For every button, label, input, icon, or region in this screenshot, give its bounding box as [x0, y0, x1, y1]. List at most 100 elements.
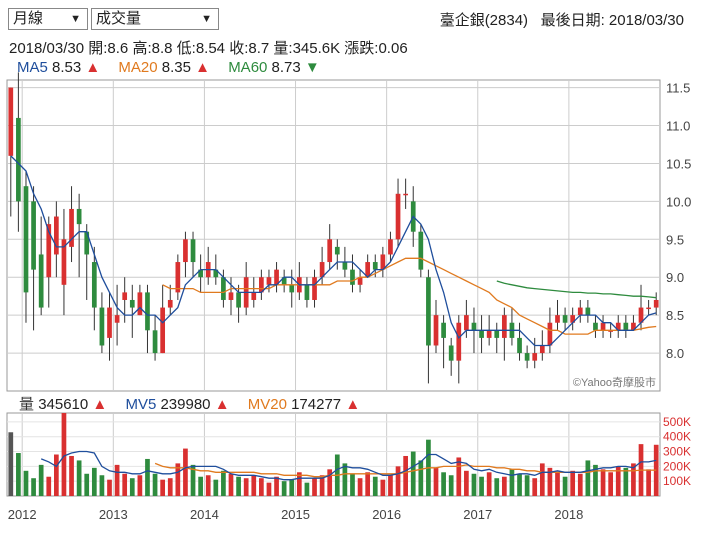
candle-body	[145, 292, 150, 331]
candle-body	[653, 299, 659, 308]
candle-body	[350, 269, 355, 285]
candle-body	[91, 262, 97, 308]
candle-body	[16, 117, 21, 202]
volume-bar	[486, 472, 492, 496]
candle	[517, 322, 522, 361]
year-tick-label: 2016	[372, 507, 401, 522]
candle	[403, 178, 408, 209]
summary-close: 收:8.7	[229, 40, 270, 57]
summary-high: 高:8.8	[132, 40, 173, 57]
volume-bar	[137, 475, 143, 496]
ma20-line	[162, 257, 657, 335]
candle-body	[631, 322, 636, 331]
candle-body	[251, 292, 257, 300]
volume-bar	[122, 473, 128, 496]
candle	[281, 269, 287, 293]
candle-body	[403, 193, 408, 196]
volume-bar	[539, 463, 545, 496]
candle	[327, 224, 333, 270]
candle-body	[281, 277, 287, 285]
candle-body	[46, 224, 52, 278]
volume-bar	[46, 476, 52, 496]
volume-bar	[289, 479, 295, 496]
volume-bar	[350, 473, 355, 496]
volume-bar	[388, 475, 393, 496]
volume-bar	[236, 476, 241, 496]
indicator-select[interactable]: 成交量 ▼	[91, 8, 219, 30]
candle	[23, 171, 29, 323]
up-arrow-icon: ▲	[195, 59, 211, 76]
volume-bar	[259, 478, 264, 496]
volume-panel-frame	[6, 412, 661, 497]
candle	[228, 277, 234, 316]
watermark: ©Yahoo奇摩股市	[573, 375, 656, 389]
volume-bar	[296, 472, 302, 496]
volume-bar	[608, 472, 613, 496]
legend-mv5-value: 239980	[160, 396, 211, 413]
candle-body	[38, 254, 44, 308]
candle-body	[388, 239, 393, 255]
candle-body	[357, 277, 363, 285]
volume-bar	[243, 478, 249, 496]
ma5-line	[10, 155, 657, 347]
volume-bar	[281, 481, 287, 496]
indicator-select-value: 成交量	[96, 10, 142, 27]
candle	[312, 269, 317, 308]
candle-body	[608, 330, 613, 332]
volume-bar	[31, 478, 36, 496]
candle-body	[372, 262, 378, 270]
candle-body	[84, 231, 90, 255]
period-select[interactable]: 月線 ▼	[8, 8, 88, 30]
volume-bar	[251, 475, 257, 496]
candle	[167, 284, 173, 316]
year-tick-label: 2012	[8, 507, 37, 522]
volume-bar	[517, 473, 522, 496]
volume-bar	[23, 470, 29, 496]
candle-body	[213, 269, 219, 278]
price-tick-label: 9.5	[666, 232, 684, 247]
candle-body	[228, 292, 234, 300]
volume-bar	[562, 476, 568, 496]
volume-bar	[395, 466, 401, 496]
volume-tick-label: 200K	[663, 459, 691, 473]
volume-bar	[175, 463, 181, 496]
candle-body	[236, 292, 241, 308]
candle-body	[259, 277, 264, 293]
volume-bar	[501, 476, 507, 496]
candle-body	[418, 231, 424, 270]
volume-bar	[312, 478, 317, 496]
candle	[107, 292, 112, 361]
candle-body	[327, 239, 333, 263]
candle-body	[486, 330, 492, 338]
legend-ma5: MA5 8.53 ▲	[17, 59, 100, 76]
volume-bar	[319, 475, 325, 496]
candle-body	[99, 307, 105, 346]
volume-legend: 量 345610 ▲ MV5 239980 ▲ MV20 174277 ▲	[19, 393, 374, 414]
volume-bar	[152, 473, 158, 496]
candle-body	[304, 284, 310, 300]
volume-bar	[342, 463, 348, 496]
summary-change: 漲跌:0.06	[344, 40, 408, 57]
candle	[395, 178, 401, 247]
volume-bar	[221, 470, 226, 496]
candle-body	[266, 277, 272, 285]
volume-bar	[129, 478, 135, 496]
legend-vol: 量 345610 ▲	[19, 396, 107, 413]
candle	[160, 284, 166, 354]
legend-ma60: MA60 8.73 ▼	[228, 59, 320, 76]
volume-bar	[433, 467, 439, 496]
candle-body	[312, 277, 317, 300]
candle	[388, 231, 393, 263]
volume-bar	[107, 479, 112, 496]
candle	[380, 246, 386, 278]
volume-bar	[585, 460, 591, 496]
candle-body	[547, 322, 553, 346]
candle-body	[69, 208, 74, 247]
summary-open: 開:8.6	[88, 40, 129, 57]
up-arrow-icon: ▲	[214, 396, 230, 413]
volume-bar	[183, 448, 188, 496]
year-tick-label: 2018	[554, 507, 583, 522]
volume-bar	[167, 478, 173, 496]
volume-bar	[615, 466, 621, 496]
price-tick-label: 10.5	[666, 156, 691, 171]
